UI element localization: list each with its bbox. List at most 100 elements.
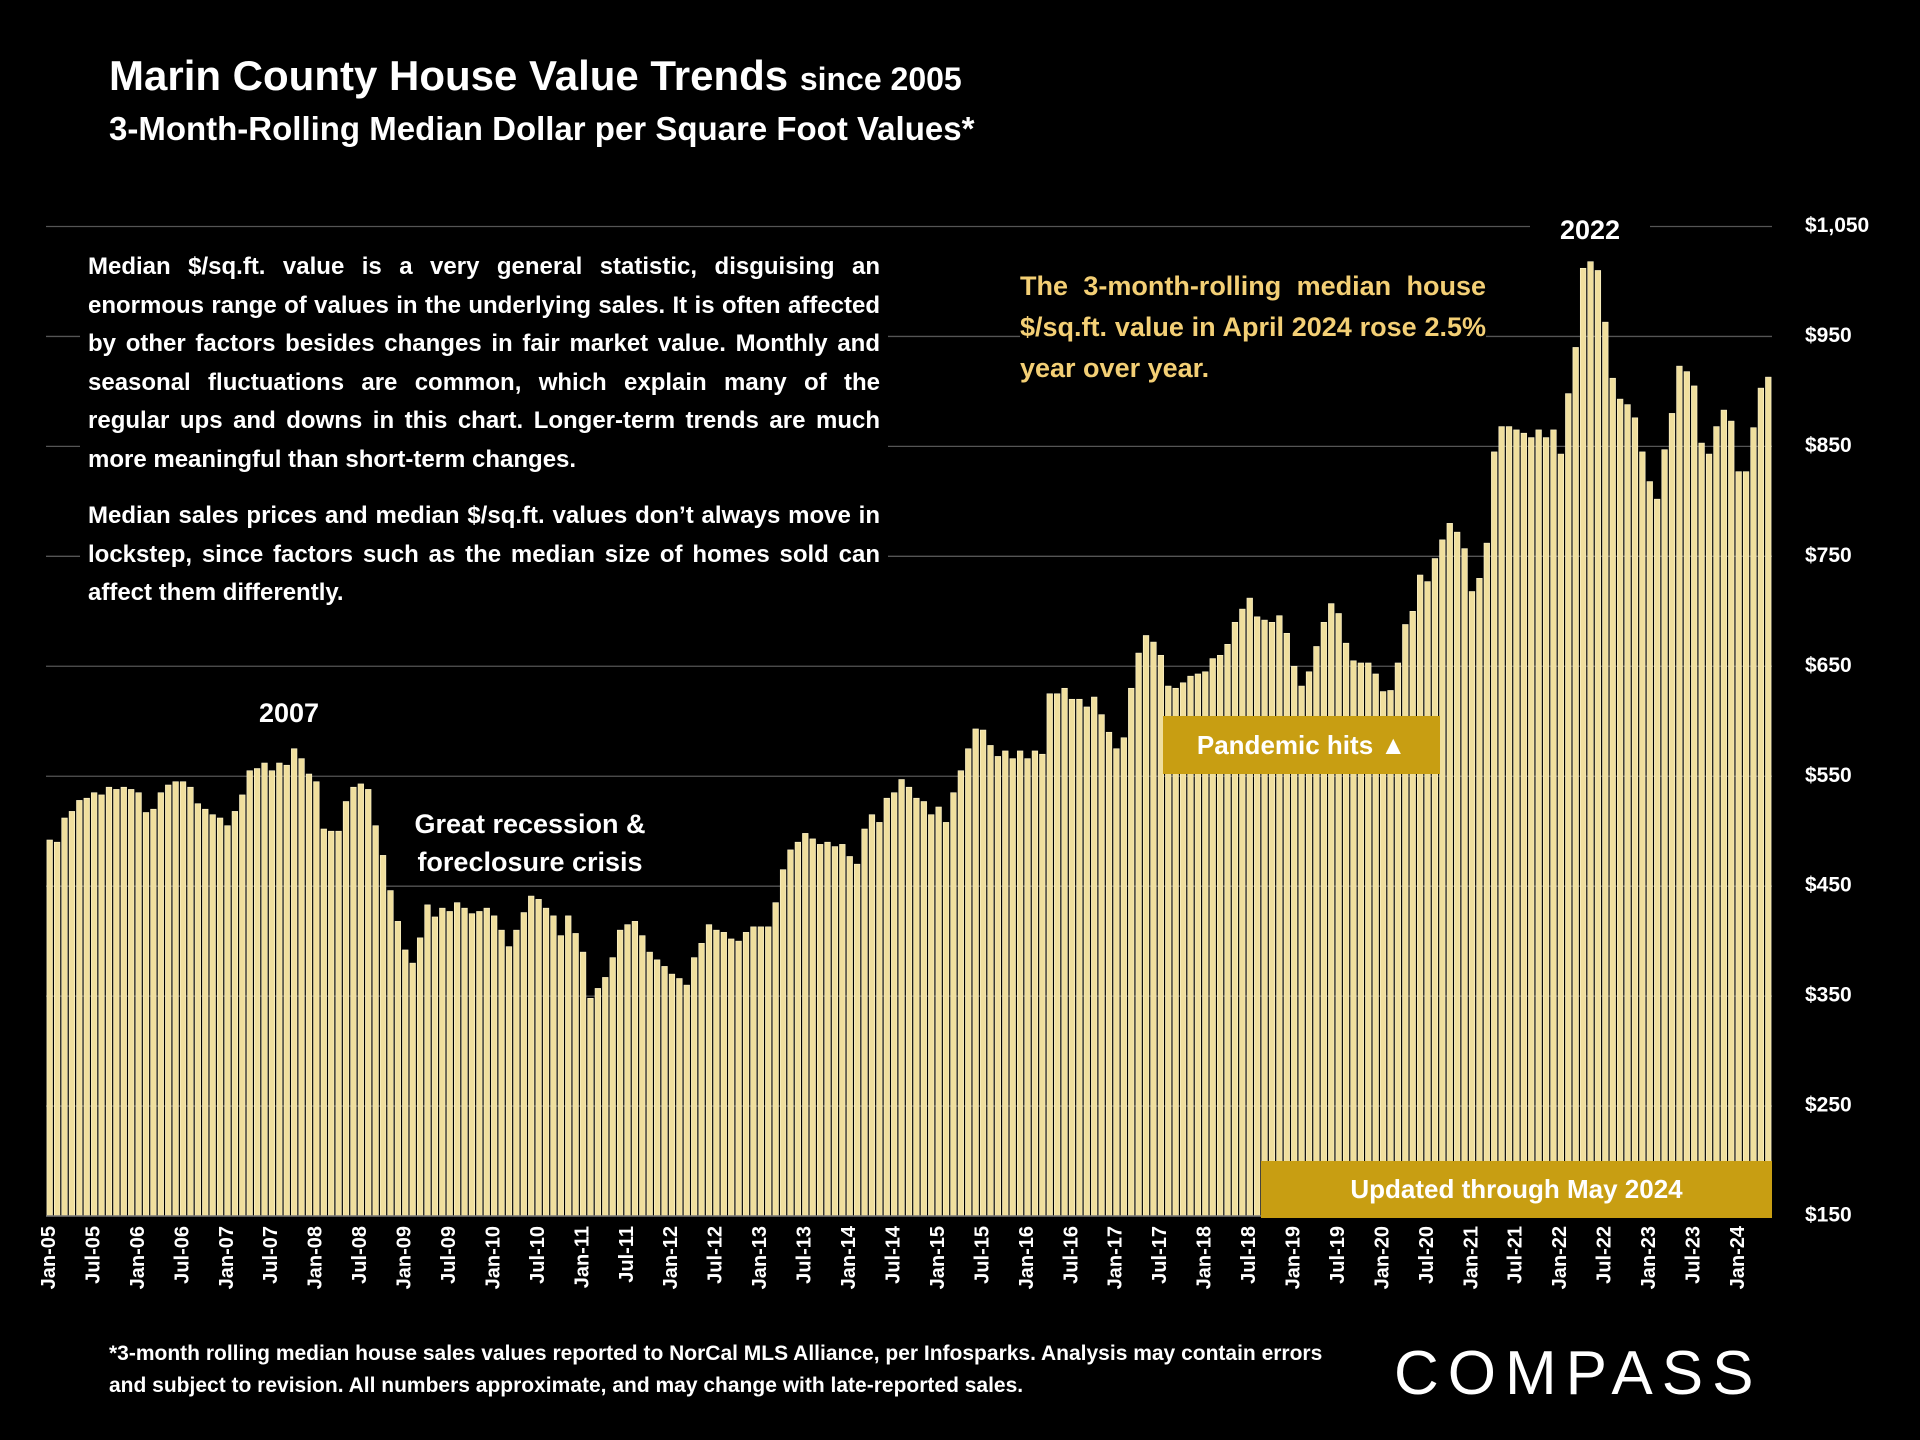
annotation-box: Updated through May 2024 bbox=[1261, 1161, 1772, 1218]
x-tick-label: Jul-14 bbox=[882, 1225, 904, 1284]
bar bbox=[76, 800, 83, 1217]
x-tick-label: Jan-09 bbox=[394, 1226, 416, 1289]
bar bbox=[1142, 635, 1150, 1217]
bar bbox=[809, 838, 816, 1217]
bar bbox=[98, 794, 105, 1217]
y-tick-label: $1,050 bbox=[1805, 214, 1869, 237]
bar bbox=[1550, 429, 1557, 1217]
bar bbox=[676, 978, 683, 1217]
bar bbox=[757, 926, 764, 1217]
annotation: 2007 bbox=[258, 698, 320, 728]
bar bbox=[291, 748, 298, 1217]
x-tick-label: Jan-16 bbox=[1016, 1226, 1038, 1289]
bar bbox=[728, 938, 735, 1217]
bar bbox=[1105, 731, 1113, 1217]
bar bbox=[1565, 393, 1572, 1217]
x-tick-label: Jan-21 bbox=[1460, 1226, 1482, 1289]
bar bbox=[1454, 531, 1461, 1217]
chart-title-suffix: since 2005 bbox=[799, 61, 962, 97]
x-tick-label: Jan-17 bbox=[1105, 1226, 1127, 1289]
annotation-box: Pandemic hits ▲ bbox=[1163, 716, 1440, 774]
x-tick-label: Jul-13 bbox=[794, 1226, 816, 1284]
bar bbox=[713, 929, 720, 1217]
x-tick-label: Jul-17 bbox=[1149, 1226, 1171, 1284]
bar bbox=[1483, 542, 1490, 1217]
bar bbox=[113, 789, 120, 1217]
bar bbox=[365, 789, 372, 1217]
bar bbox=[1024, 758, 1031, 1217]
bar bbox=[1713, 426, 1720, 1217]
bar bbox=[972, 728, 979, 1217]
bar bbox=[179, 781, 187, 1217]
bar bbox=[668, 973, 676, 1217]
bar bbox=[1579, 267, 1587, 1217]
chart-title-block: Marin County House Value Trends since 20… bbox=[109, 52, 962, 100]
bar bbox=[772, 902, 779, 1217]
bar bbox=[505, 946, 513, 1217]
bar bbox=[276, 762, 283, 1217]
y-tick-label: $250 bbox=[1805, 1094, 1852, 1117]
bar bbox=[1320, 621, 1327, 1217]
bar bbox=[1639, 451, 1646, 1217]
x-tick-label: Jul-06 bbox=[171, 1226, 193, 1284]
x-tick-label: Jul-09 bbox=[438, 1226, 460, 1284]
footnote: *3-month rolling median house sales valu… bbox=[109, 1342, 1323, 1397]
bar bbox=[1735, 471, 1742, 1217]
bar bbox=[83, 797, 90, 1217]
y-tick-label: $750 bbox=[1805, 544, 1852, 567]
bar bbox=[594, 988, 601, 1217]
bar bbox=[1528, 437, 1535, 1217]
bar bbox=[1135, 652, 1142, 1217]
bar bbox=[350, 786, 357, 1217]
x-tick-label: Jan-20 bbox=[1371, 1226, 1393, 1289]
bar bbox=[202, 808, 209, 1217]
chart-subtitle: 3-Month-Rolling Median Dollar per Square… bbox=[109, 110, 975, 147]
bar bbox=[631, 921, 639, 1217]
bar bbox=[520, 912, 527, 1217]
bar bbox=[1246, 597, 1253, 1217]
bar bbox=[1254, 616, 1261, 1217]
bar bbox=[1742, 471, 1750, 1217]
bar bbox=[765, 926, 772, 1217]
bar bbox=[1557, 453, 1564, 1217]
x-tick-label: Jan-19 bbox=[1282, 1226, 1304, 1289]
bar bbox=[691, 957, 698, 1217]
annotation: Great recession & foreclosure crisis bbox=[414, 809, 646, 877]
bar bbox=[46, 839, 53, 1217]
bar bbox=[1498, 426, 1505, 1217]
bar bbox=[1424, 581, 1431, 1217]
x-tick-label: Jul-11 bbox=[616, 1226, 638, 1283]
bar bbox=[1439, 539, 1446, 1217]
bar bbox=[1276, 615, 1283, 1217]
bar bbox=[1520, 432, 1527, 1217]
bar bbox=[572, 933, 579, 1217]
bar bbox=[1328, 603, 1335, 1217]
bar bbox=[483, 907, 490, 1217]
bar bbox=[268, 770, 276, 1217]
bar bbox=[239, 794, 246, 1217]
bar bbox=[846, 856, 853, 1217]
bar bbox=[1431, 558, 1439, 1217]
bar bbox=[550, 915, 557, 1217]
bar bbox=[1017, 750, 1024, 1217]
bar bbox=[616, 929, 624, 1217]
bar bbox=[1617, 398, 1624, 1217]
description-paragraph: Median $/sq.ft. value is a very general … bbox=[88, 253, 880, 473]
bar bbox=[876, 822, 883, 1217]
bar bbox=[446, 911, 453, 1217]
logo: COMPASS bbox=[1394, 1339, 1763, 1408]
bar bbox=[231, 811, 239, 1217]
x-tick-label: Jan-24 bbox=[1727, 1225, 1749, 1289]
bar bbox=[661, 966, 668, 1217]
bar bbox=[1417, 574, 1424, 1217]
x-tick-label: Jan-13 bbox=[749, 1226, 771, 1289]
bar bbox=[565, 915, 572, 1217]
bar bbox=[935, 806, 942, 1217]
bar bbox=[105, 786, 113, 1217]
bar bbox=[1461, 548, 1468, 1217]
bar bbox=[1335, 613, 1342, 1217]
x-tick-label: Jul-07 bbox=[260, 1226, 282, 1284]
bar bbox=[1046, 693, 1053, 1217]
x-tick-label: Jan-12 bbox=[660, 1226, 682, 1289]
bar bbox=[165, 784, 172, 1217]
